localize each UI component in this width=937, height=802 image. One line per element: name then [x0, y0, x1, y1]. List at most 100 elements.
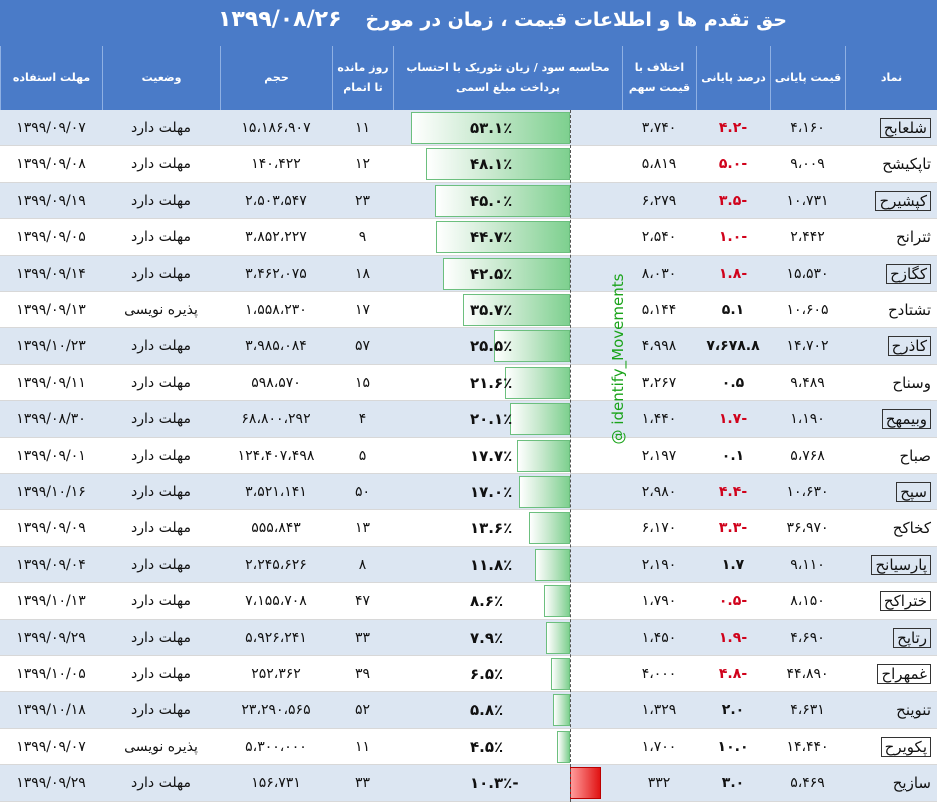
watermark-text: @ identify_Movements — [609, 273, 627, 445]
header-volume[interactable]: حجم — [220, 46, 332, 110]
days-cell-text: ۹ — [358, 229, 367, 246]
table-row[interactable]: سازیح ۵،۴۶۹ ۳.۰ ۳۳۲ -۱۰.۳٪ ۳۳ ۱۵۶،۷۳۱ مهلت دارد… — [0, 765, 937, 802]
volume-cell-text: ۱۲۴،۴۰۷،۴۹۸ — [237, 447, 315, 464]
volume-cell-text: ۵،۳۰۰،۰۰۰ — [245, 738, 307, 755]
symbol-cell[interactable]: سازیح — [845, 765, 935, 801]
table-row[interactable]: پکویرح ۱۴،۴۴۰ ۱۰.۰ ۱،۷۰۰ ۴.۵٪ ۱۱ ۵،۳۰۰،۰۰۰ پذیر… — [0, 728, 937, 766]
volume-cell: ۳،۸۵۲،۲۲۷ — [220, 219, 332, 255]
deadline-cell: ۱۳۹۹/۱۰/۱۸ — [0, 692, 102, 728]
pct-cell-text: -۳.۵ — [718, 192, 748, 209]
symbol-cell[interactable]: کاذرح — [845, 328, 935, 364]
diff-cell: ۱،۳۲۹ — [622, 692, 696, 728]
diff-cell: ۱،۷۰۰ — [622, 729, 696, 765]
header-deadline[interactable]: مهلت استفاده — [0, 46, 102, 110]
price-cell: ۱،۱۹۰ — [770, 401, 845, 437]
volume-cell-text: ۲۳،۲۹۰،۵۶۵ — [241, 702, 311, 719]
header-diff[interactable]: اختلاف با قیمت سهم — [622, 46, 696, 110]
table-row[interactable]: وسناح ۹،۴۸۹ ۰.۵ ۳،۲۶۷ ۲۱.۶٪ ۱۵ ۵۹۸،۵۷۰ مهلت دار… — [0, 364, 937, 402]
calc-bar-cell: ۱۱.۸٪ — [393, 547, 622, 583]
volume-cell-text: ۶۸،۸۰۰،۲۹۲ — [241, 411, 311, 428]
price-cell: ۳۶،۹۷۰ — [770, 510, 845, 546]
symbol-cell[interactable]: ختراکح — [845, 583, 935, 619]
table-row[interactable]: کاذرح ۱۴،۷۰۲ ۷،۶۷۸.۸ ۴،۹۹۸ ۲۵.۵٪ ۵۷ ۳،۹۸۵،۰۸۴ م… — [0, 328, 937, 365]
table-row[interactable]: رتاپح ۴،۶۹۰ -۱.۹ ۱،۴۵۰ ۷.۹٪ ۳۳ ۵،۹۲۶،۲۴۱ مهلت د… — [0, 619, 937, 656]
symbol-cell[interactable]: صباح — [845, 438, 935, 474]
header-days[interactable]: روز مانده تا اتمام — [332, 46, 393, 110]
symbol-cell[interactable]: تاپکیشح — [845, 146, 935, 182]
price-cell: ۴،۶۹۰ — [770, 620, 845, 656]
header-name[interactable]: نماد — [845, 46, 937, 110]
calc-bar-cell: ۴.۵٪ — [393, 729, 622, 765]
status-cell-text: پذیره نویسی — [124, 738, 198, 755]
symbol-cell[interactable]: ثترانح — [845, 219, 935, 255]
table-row[interactable]: صباح ۵،۷۶۸ ۰.۱ ۲،۱۹۷ ۱۷.۷٪ ۵ ۱۲۴،۴۰۷،۴۹۸ مهلت د… — [0, 437, 937, 474]
days-cell: ۱۱ — [332, 729, 393, 765]
symbol-cell[interactable]: پارسیانح — [845, 547, 935, 583]
table-row[interactable]: ختراکح ۸،۱۵۰ -۰.۵ ۱،۷۹۰ ۸.۶٪ ۴۷ ۷،۱۵۵،۷۰۸ مهلت … — [0, 583, 937, 620]
symbol-cell[interactable]: رتاپح — [845, 620, 935, 656]
symbol-cell[interactable]: سپح — [845, 474, 935, 510]
days-cell: ۲۳ — [332, 183, 393, 219]
table-row[interactable]: شلعابح ۴،۱۶۰ -۴.۲ ۳،۷۴۰ ۵۳.۱٪ ۱۱ ۱۵،۱۸۶،۹۰۷ مهل… — [0, 110, 937, 147]
days-cell-text: ۱۱ — [354, 738, 371, 755]
symbol-cell[interactable]: شلعابح — [845, 110, 935, 146]
symbol-cell[interactable]: وبیمهح — [845, 401, 935, 437]
symbol-cell-text: تاپکیشح — [882, 155, 931, 174]
table-row[interactable]: ثترانح ۲،۴۴۲ -۱.۰ ۲،۵۴۰ ۴۴.۷٪ ۹ ۳،۸۵۲،۲۲۷ مهلت … — [0, 219, 937, 256]
calc-bar-cell: ۱۷.۷٪ — [393, 438, 622, 474]
status-cell: مهلت دارد — [102, 692, 220, 728]
table-row[interactable]: تاپکیشح ۹،۰۰۹ -۵.۰ ۵،۸۱۹ ۴۸.۱٪ ۱۲ ۱۴۰،۴۲۲ مهلت … — [0, 146, 937, 183]
days-cell: ۵ — [332, 438, 393, 474]
deadline-cell-text: ۱۳۹۹/۱۰/۰۵ — [16, 666, 86, 682]
pct-cell-text: -۰.۵ — [718, 593, 748, 610]
symbol-cell-text: تنوینح — [896, 701, 931, 720]
table-row[interactable]: پارسیانح ۹،۱۱۰ ۱.۷ ۲،۱۹۰ ۱۱.۸٪ ۸ ۲،۲۴۵،۶۲۶ مهلت… — [0, 546, 937, 584]
symbol-cell[interactable]: تنوینح — [845, 692, 935, 728]
calc-bar — [544, 585, 570, 618]
table-row[interactable]: سپح ۱۰،۶۳۰ -۴.۴ ۲،۹۸۰ ۱۷.۰٪ ۵۰ ۳،۵۲۱،۱۴۱ مهلت د… — [0, 474, 937, 511]
header-pct[interactable]: درصد پایانی — [696, 46, 770, 110]
symbol-cell-text: کپشیرح — [875, 190, 931, 211]
symbol-cell[interactable]: وسناح — [845, 365, 935, 401]
volume-cell-text: ۳،۸۵۲،۲۲۷ — [245, 229, 307, 246]
symbol-cell[interactable]: کگازح — [845, 256, 935, 292]
volume-cell-text: ۱،۵۵۸،۲۳۰ — [245, 302, 307, 318]
table-row[interactable]: وبیمهح ۱،۱۹۰ -۱.۷ ۱،۴۴۰ ۲۰.۱٪ ۴ ۶۸،۸۰۰،۲۹۲ مهلت… — [0, 401, 937, 438]
diff-cell: ۵،۸۱۹ — [622, 146, 696, 182]
volume-cell-text: ۵۹۸،۵۷۰ — [251, 374, 301, 391]
price-cell-text: ۵،۴۶۹ — [790, 775, 825, 792]
table-row[interactable]: کخاکح ۳۶،۹۷۰ -۳.۳ ۶،۱۷۰ ۱۳.۶٪ ۱۳ ۵۵۵،۸۴۳ مهلت د… — [0, 510, 937, 547]
symbol-cell[interactable]: کخاکح — [845, 510, 935, 546]
table-row[interactable]: تشتادح ۱۰،۶۰۵ ۵.۱ ۵،۱۴۴ ۳۵.۷٪ ۱۷ ۱،۵۵۸،۲۳۰ پذیر… — [0, 292, 937, 329]
table-row[interactable]: تنوینح ۴،۶۳۱ ۲.۰ ۱،۳۲۹ ۵.۸٪ ۵۲ ۲۳،۲۹۰،۵۶۵ مهلت … — [0, 692, 937, 729]
deadline-cell-text: ۱۳۹۹/۱۰/۱۳ — [16, 593, 86, 610]
symbol-cell-text: وبیمهح — [881, 409, 931, 430]
calc-bar-cell: ۴۴.۷٪ — [393, 219, 622, 255]
days-cell-text: ۳۳ — [354, 629, 371, 646]
price-cell-text: ۵،۷۶۸ — [790, 447, 825, 464]
calc-bar — [435, 184, 570, 217]
calc-bar-cell: ۶.۵٪ — [393, 656, 622, 692]
price-cell-text: ۴۴،۸۹۰ — [786, 666, 829, 682]
symbol-cell[interactable]: کپشیرح — [845, 183, 935, 219]
volume-cell: ۷،۱۵۵،۷۰۸ — [220, 583, 332, 619]
table-row[interactable]: کگازح ۱۵،۵۳۰ -۱.۸ ۸،۰۳۰ ۴۲.۵٪ ۱۸ ۳،۴۶۲،۰۷۵ مهلت… — [0, 255, 937, 292]
pct-cell-text: ۱۰.۰ — [717, 738, 749, 755]
volume-cell: ۱۴۰،۴۲۲ — [220, 146, 332, 182]
symbol-cell[interactable]: تشتادح — [845, 292, 935, 328]
pct-cell: -۴.۲ — [696, 110, 770, 146]
header-status[interactable]: وضعیت — [102, 46, 220, 110]
header-price[interactable]: قیمت پایانی — [770, 46, 845, 110]
table-row[interactable]: غمهراح ۴۴،۸۹۰ -۴.۸ ۴،۰۰۰ ۶.۵٪ ۳۹ ۲۵۲،۳۶۲ مهلت د… — [0, 656, 937, 693]
pct-cell-text: -۱.۸ — [718, 265, 748, 282]
pct-cell: ۱۰.۰ — [696, 729, 770, 765]
days-cell: ۵۰ — [332, 474, 393, 510]
status-cell: مهلت دارد — [102, 583, 220, 619]
volume-cell: ۳،۹۸۵،۰۸۴ — [220, 328, 332, 364]
table-row[interactable]: کپشیرح ۱۰،۷۳۱ -۳.۵ ۶،۲۷۹ ۴۵.۰٪ ۲۳ ۲،۵۰۳،۵۴۷ مهل… — [0, 182, 937, 220]
symbol-cell[interactable]: غمهراح — [845, 656, 935, 692]
deadline-cell: ۱۳۹۹/۱۰/۱۶ — [0, 474, 102, 510]
symbol-cell[interactable]: پکویرح — [845, 729, 935, 765]
header-calc[interactable]: محاسبه سود / زیان تئوریک با احتساب پرداخ… — [393, 46, 622, 110]
volume-cell-text: ۳،۵۲۱،۱۴۱ — [245, 484, 307, 500]
